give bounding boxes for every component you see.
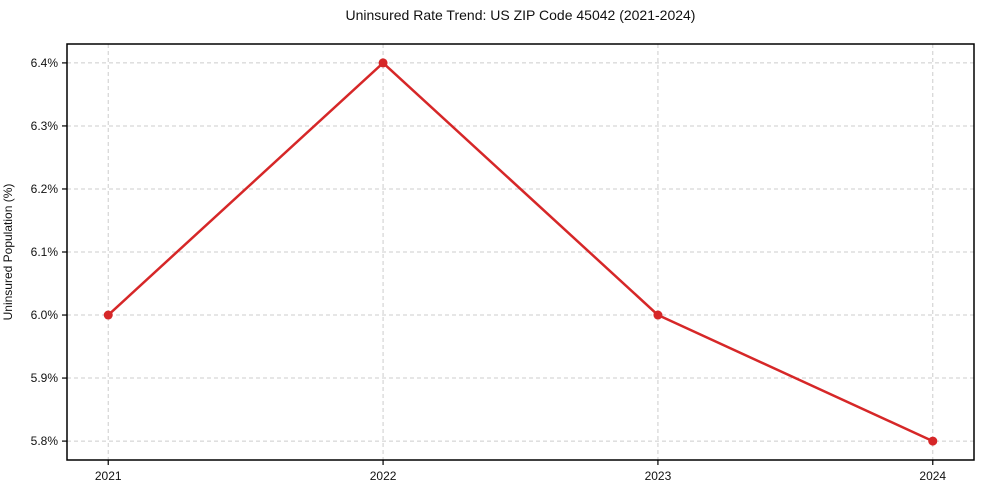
x-tick-label: 2024 bbox=[919, 469, 946, 483]
y-tick-label: 5.8% bbox=[31, 434, 59, 448]
data-point bbox=[928, 436, 938, 446]
y-tick-label: 5.9% bbox=[31, 371, 59, 385]
data-point bbox=[653, 310, 663, 320]
x-tick-label: 2022 bbox=[370, 469, 397, 483]
y-tick-label: 6.0% bbox=[31, 308, 59, 322]
y-tick-label: 6.1% bbox=[31, 245, 59, 259]
data-point bbox=[103, 310, 113, 320]
x-tick-label: 2023 bbox=[645, 469, 672, 483]
x-tick-label: 2021 bbox=[95, 469, 122, 483]
chart-title: Uninsured Rate Trend: US ZIP Code 45042 … bbox=[345, 7, 696, 23]
trend-line bbox=[106, 61, 935, 443]
y-tick-label: 6.2% bbox=[31, 182, 59, 196]
y-tick-label: 6.3% bbox=[31, 119, 59, 133]
y-tick-label: 6.4% bbox=[31, 56, 59, 70]
data-point bbox=[378, 58, 388, 68]
